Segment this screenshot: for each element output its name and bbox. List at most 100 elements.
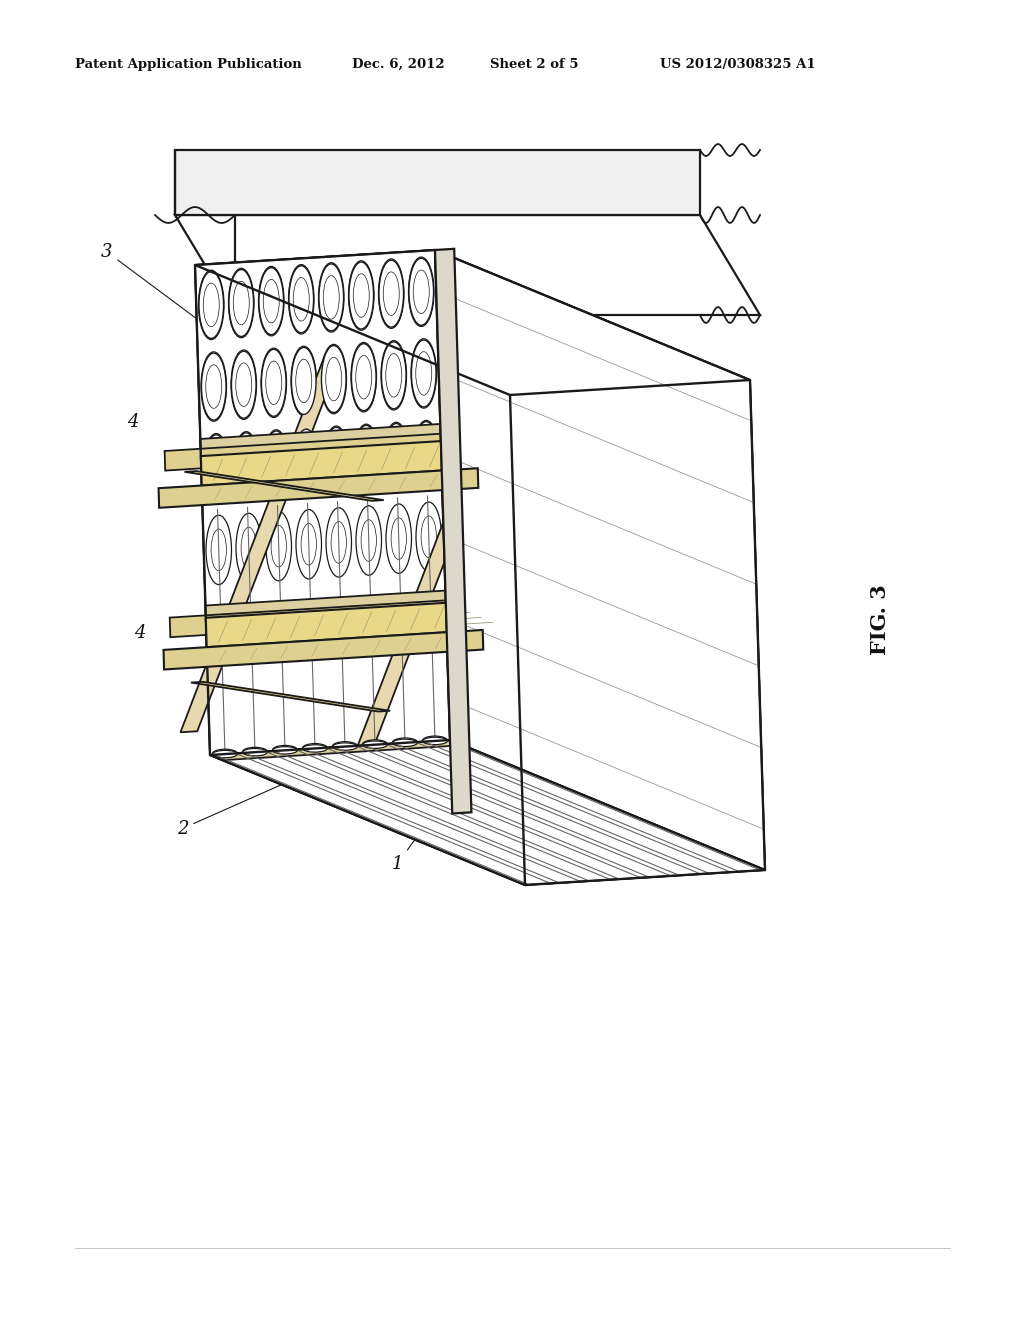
Text: 30: 30 — [450, 634, 526, 665]
Ellipse shape — [202, 352, 226, 420]
Ellipse shape — [268, 442, 285, 486]
Ellipse shape — [264, 432, 289, 498]
Ellipse shape — [201, 352, 226, 421]
Ellipse shape — [206, 515, 231, 585]
Ellipse shape — [266, 362, 282, 404]
Ellipse shape — [263, 430, 289, 499]
Ellipse shape — [292, 347, 316, 414]
Text: Patent Application Publication: Patent Application Publication — [75, 58, 302, 71]
Polygon shape — [210, 741, 765, 884]
Ellipse shape — [379, 259, 404, 329]
Ellipse shape — [361, 520, 377, 561]
Text: 4: 4 — [127, 413, 139, 432]
Ellipse shape — [349, 263, 374, 329]
Ellipse shape — [329, 440, 344, 483]
Ellipse shape — [303, 744, 328, 752]
Ellipse shape — [266, 511, 292, 581]
Ellipse shape — [228, 268, 254, 338]
Ellipse shape — [243, 748, 267, 756]
Ellipse shape — [294, 279, 309, 319]
Ellipse shape — [299, 442, 314, 483]
Ellipse shape — [423, 738, 447, 744]
Polygon shape — [435, 249, 765, 870]
Polygon shape — [201, 441, 441, 486]
Ellipse shape — [213, 750, 238, 758]
Ellipse shape — [236, 363, 252, 407]
Ellipse shape — [263, 280, 280, 323]
Ellipse shape — [203, 282, 219, 326]
Ellipse shape — [355, 355, 372, 399]
Ellipse shape — [204, 433, 229, 503]
Ellipse shape — [353, 424, 379, 494]
Ellipse shape — [233, 281, 249, 325]
Ellipse shape — [356, 356, 372, 399]
Polygon shape — [184, 471, 384, 500]
Ellipse shape — [199, 272, 223, 338]
Text: 30: 30 — [444, 471, 521, 503]
Ellipse shape — [199, 271, 224, 339]
Ellipse shape — [412, 341, 436, 407]
Ellipse shape — [414, 271, 429, 314]
Ellipse shape — [418, 433, 434, 477]
Ellipse shape — [289, 265, 313, 333]
Ellipse shape — [206, 364, 222, 408]
Ellipse shape — [296, 360, 311, 401]
Text: Sheet 2 of 5: Sheet 2 of 5 — [490, 58, 579, 71]
Ellipse shape — [414, 271, 429, 313]
Ellipse shape — [356, 506, 382, 576]
Ellipse shape — [362, 741, 387, 748]
Ellipse shape — [272, 747, 297, 754]
Ellipse shape — [259, 268, 284, 335]
Ellipse shape — [301, 524, 316, 565]
Ellipse shape — [358, 438, 374, 479]
Ellipse shape — [324, 277, 339, 318]
Ellipse shape — [392, 739, 418, 747]
Ellipse shape — [322, 346, 346, 413]
Ellipse shape — [379, 260, 403, 327]
Ellipse shape — [206, 366, 221, 408]
Ellipse shape — [261, 350, 286, 416]
Ellipse shape — [414, 420, 439, 490]
Ellipse shape — [326, 358, 342, 401]
Polygon shape — [190, 682, 390, 711]
Ellipse shape — [382, 342, 407, 409]
Polygon shape — [195, 249, 750, 395]
Ellipse shape — [324, 426, 349, 495]
Ellipse shape — [358, 437, 374, 480]
Ellipse shape — [416, 352, 431, 395]
Polygon shape — [338, 420, 499, 797]
Text: US 2012/0308325 A1: US 2012/0308325 A1 — [660, 58, 816, 71]
Ellipse shape — [271, 525, 287, 568]
Ellipse shape — [302, 743, 328, 754]
Ellipse shape — [332, 742, 357, 751]
Polygon shape — [206, 603, 446, 647]
Polygon shape — [435, 248, 471, 813]
Ellipse shape — [351, 342, 377, 412]
Ellipse shape — [237, 364, 252, 405]
Ellipse shape — [233, 433, 258, 500]
Ellipse shape — [392, 738, 418, 747]
Ellipse shape — [351, 343, 376, 411]
Ellipse shape — [391, 517, 407, 560]
Ellipse shape — [294, 428, 319, 498]
Ellipse shape — [266, 362, 282, 404]
Ellipse shape — [409, 259, 433, 325]
Polygon shape — [201, 424, 441, 463]
Ellipse shape — [383, 272, 399, 315]
Ellipse shape — [209, 447, 224, 488]
Polygon shape — [180, 355, 341, 733]
Text: 10: 10 — [443, 400, 520, 440]
Ellipse shape — [388, 436, 403, 478]
Ellipse shape — [362, 739, 388, 750]
Ellipse shape — [294, 429, 318, 496]
Ellipse shape — [231, 350, 256, 420]
Polygon shape — [170, 599, 464, 638]
Text: 10: 10 — [449, 562, 525, 602]
Ellipse shape — [239, 446, 254, 487]
Polygon shape — [164, 630, 483, 669]
Polygon shape — [195, 249, 450, 755]
Ellipse shape — [233, 282, 249, 323]
Polygon shape — [175, 215, 760, 315]
Ellipse shape — [416, 351, 432, 395]
Ellipse shape — [414, 421, 438, 488]
